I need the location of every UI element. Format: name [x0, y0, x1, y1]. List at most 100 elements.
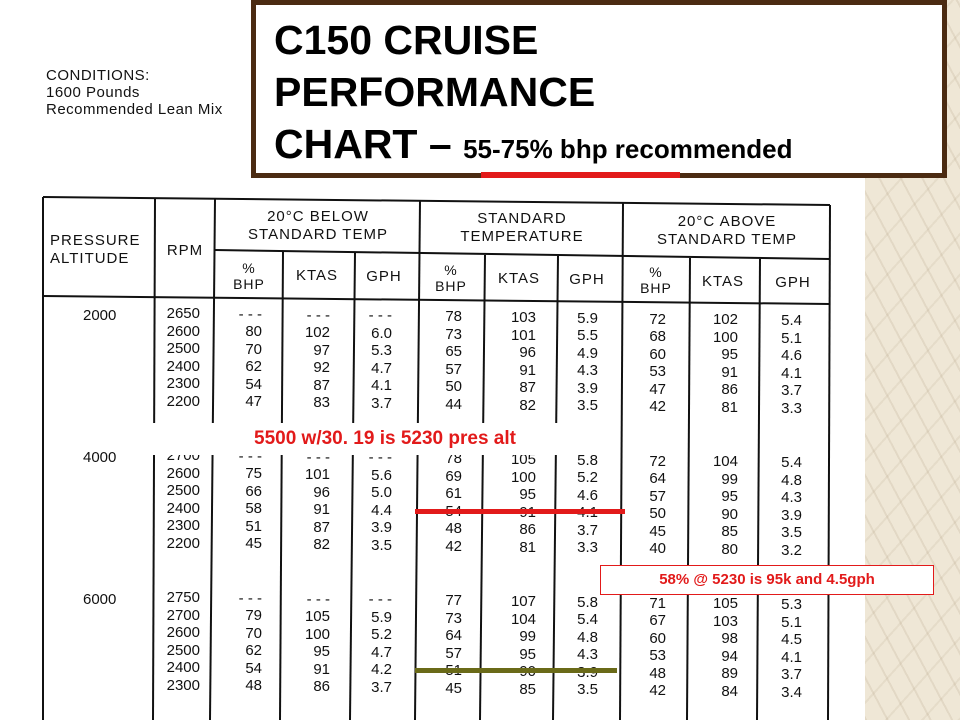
table-cell: 45 [245, 535, 262, 553]
table-cell: 105 [304, 608, 330, 626]
table-cell: 70 [245, 340, 262, 358]
table-cell: 5.1 [781, 329, 802, 347]
table-cell: 87 [519, 379, 536, 397]
table-cell: 95 [721, 346, 738, 364]
table-cell: 85 [721, 523, 738, 541]
table-cell: 5.2 [371, 626, 392, 644]
table-cell: 5.3 [371, 342, 392, 360]
title-box: C150 CRUISE PERFORMANCE CHART – 55-75% b… [251, 0, 947, 178]
table-cell: 96 [313, 483, 330, 501]
header-below-standard: 20°C BELOW STANDARD TEMP [248, 208, 388, 243]
table-cell: 80 [245, 323, 262, 341]
table-cell: 79 [245, 607, 262, 625]
table-cell: 97 [313, 341, 330, 359]
table-cell: 58 [245, 500, 262, 518]
table-cell: 78 [445, 308, 462, 326]
table-cell: 103 [712, 612, 738, 630]
table-cell: 57 [445, 360, 462, 378]
table-cell: 4.6 [577, 486, 598, 504]
table-cell: 4.5 [781, 631, 802, 649]
table-cell: 64 [649, 470, 666, 488]
table-cell: 73 [445, 609, 462, 627]
table-cell: 94 [721, 647, 738, 665]
result-annotation: 58% @ 5230 is 95k and 4.5gph [600, 565, 934, 595]
table-cell: 3.7 [371, 678, 392, 696]
table-cell: 67 [649, 612, 666, 630]
table-cell: 4.3 [577, 362, 598, 380]
table-cell: 5.4 [781, 454, 802, 472]
table-cell: 53 [649, 363, 666, 381]
table-cell: 3.9 [781, 506, 802, 524]
table-cell: 57 [445, 644, 462, 662]
table-cell: 5.6 [371, 466, 392, 484]
table-cell: 5.3 [781, 596, 802, 614]
altitude-label: 6000 [83, 591, 117, 608]
table-cell: 42 [649, 398, 666, 416]
rpm-cell: 2400 [166, 659, 200, 676]
rpm-cell: 2300 [166, 676, 200, 694]
table-cell: 100 [712, 328, 738, 346]
rpm-cell: 2500 [166, 482, 200, 499]
table-cell: 102 [304, 324, 330, 342]
table-cell: 84 [721, 682, 738, 700]
conditions-mixture: Recommended Lean Mix [46, 101, 223, 118]
table-cell: 4.1 [781, 648, 802, 666]
table-cell: 3.3 [781, 399, 802, 417]
rpm-cell: 2700 [166, 606, 200, 624]
table-cell: 44 [445, 395, 462, 413]
table-cell: 47 [245, 393, 262, 411]
table-cell: 91 [313, 501, 330, 519]
header-bhp-above: % BHP [640, 264, 672, 296]
table-cell: 72 [649, 310, 666, 328]
table-cell: 45 [649, 522, 666, 540]
table-cell: 4.7 [371, 359, 392, 377]
table-cell: 3.5 [577, 681, 598, 699]
table-cell: 5.9 [577, 309, 598, 327]
table-cell: 65 [445, 343, 462, 361]
altitude-label: 2000 [83, 307, 117, 324]
table-cell: 90 [721, 505, 738, 523]
table-cell: - - - [368, 307, 392, 325]
table-cell: 98 [721, 630, 738, 648]
table-cell: 4.1 [371, 377, 392, 395]
header-bhp-below: % BHP [233, 260, 265, 292]
table-cell: 3.7 [371, 394, 392, 412]
rpm-cell: 2650 [166, 305, 200, 322]
rpm-cell: 2600 [166, 624, 200, 641]
table-cell: 91 [313, 660, 330, 678]
table-cell: 62 [245, 642, 262, 660]
table-cell: 95 [721, 488, 738, 506]
table-cell: 4.8 [781, 471, 802, 489]
table-cell: 81 [519, 538, 536, 556]
table-cell: 80 [721, 540, 738, 558]
table-cell: 57 [649, 487, 666, 505]
header-rpm: RPM [166, 242, 204, 259]
table-cell: 103 [510, 309, 536, 327]
table-cell: 4.2 [371, 661, 392, 679]
title-line-1: C150 CRUISE [274, 17, 539, 63]
subtitle-underline [481, 172, 680, 178]
table-cell: 86 [519, 521, 536, 539]
conditions-label: CONDITIONS: [46, 67, 150, 84]
table-cell: 89 [721, 665, 738, 683]
title-subtitle: 55-75% bhp recommended [463, 134, 793, 164]
rpm-cell: 2750 [166, 589, 200, 606]
table-cell: 5.4 [781, 312, 802, 330]
header-bhp-standard: % BHP [435, 262, 467, 294]
rpm-cell: 2600 [166, 322, 200, 340]
table-cell: 104 [510, 610, 536, 628]
header-gph-above: GPH [775, 274, 811, 291]
table-cell: 85 [519, 680, 536, 698]
table-cell: 96 [519, 344, 536, 362]
table-cell: 3.5 [577, 397, 598, 415]
table-cell: - - - [306, 590, 330, 608]
table-cell: 4.4 [371, 501, 392, 519]
table-cell: 66 [245, 482, 262, 500]
rpm-cell: 2600 [166, 464, 200, 482]
header-ktas-standard: KTAS [497, 270, 541, 287]
table-cell: 4.3 [781, 489, 802, 507]
table-cell: 77 [445, 592, 462, 610]
rpm-cell: 2400 [166, 357, 200, 375]
table-cell: 5.8 [577, 451, 598, 469]
table-cell: 91 [721, 363, 738, 381]
